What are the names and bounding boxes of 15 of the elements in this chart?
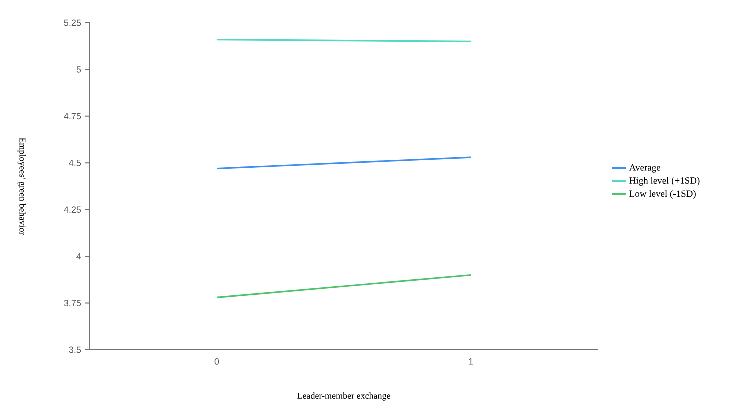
y-tick-label: 5.25 (64, 20, 82, 26)
y-tick-label: 3.75 (64, 300, 82, 306)
x-tick-label: 0 (214, 358, 220, 365)
x-axis-title: Leader-member exchange (298, 392, 390, 401)
y-axis-title: Employees' green behavior (18, 138, 26, 236)
y-tick-label: 4 (76, 253, 82, 260)
y-tick-label: 4.75 (64, 113, 82, 120)
y-tick-label: 5 (76, 66, 82, 73)
y-tick-label: 3.5 (69, 346, 82, 354)
y-tick-label: 4.5 (69, 160, 82, 166)
legend-label: Average (629, 164, 661, 173)
x-tick-label: 1 (469, 358, 474, 365)
y-tick-label: 4.25 (64, 206, 82, 214)
legend-label: Low level (-1SD) (630, 190, 696, 200)
legend-label: High level (+1SD) (630, 177, 700, 186)
